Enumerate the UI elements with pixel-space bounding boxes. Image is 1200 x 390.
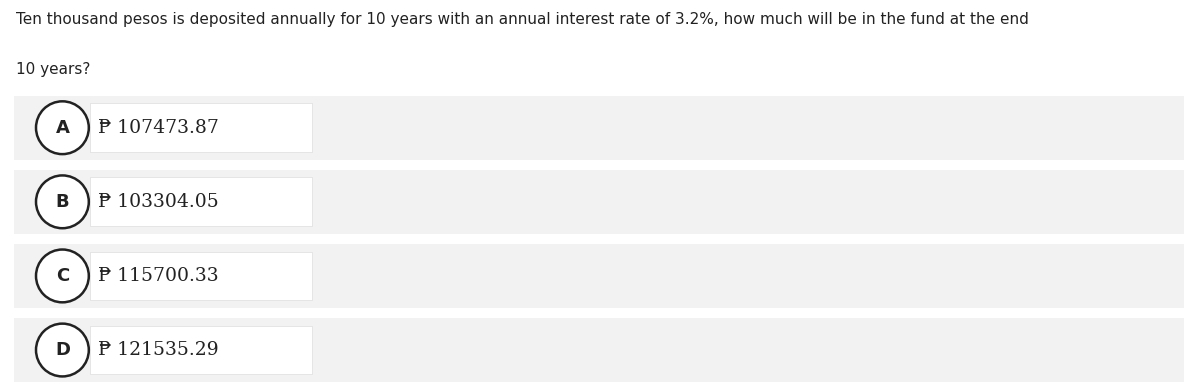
FancyBboxPatch shape	[90, 326, 312, 374]
FancyBboxPatch shape	[90, 103, 312, 152]
FancyBboxPatch shape	[90, 252, 312, 300]
Text: ₱ 115700.33: ₱ 115700.33	[98, 267, 220, 285]
Text: C: C	[55, 267, 70, 285]
FancyBboxPatch shape	[14, 96, 1184, 160]
Text: 10 years?: 10 years?	[16, 62, 90, 77]
FancyBboxPatch shape	[14, 318, 1184, 382]
Text: B: B	[55, 193, 70, 211]
Text: ₱ 107473.87: ₱ 107473.87	[98, 119, 220, 137]
Text: Ten thousand pesos is deposited annually for 10 years with an annual interest ra: Ten thousand pesos is deposited annually…	[16, 12, 1028, 27]
FancyBboxPatch shape	[90, 177, 312, 226]
Text: ₱ 103304.05: ₱ 103304.05	[98, 193, 220, 211]
Ellipse shape	[36, 250, 89, 302]
Ellipse shape	[36, 101, 89, 154]
FancyBboxPatch shape	[14, 170, 1184, 234]
Text: A: A	[55, 119, 70, 137]
FancyBboxPatch shape	[14, 244, 1184, 308]
Ellipse shape	[36, 324, 89, 376]
Text: D: D	[55, 341, 70, 359]
Ellipse shape	[36, 176, 89, 228]
Text: ₱ 121535.29: ₱ 121535.29	[98, 341, 220, 359]
